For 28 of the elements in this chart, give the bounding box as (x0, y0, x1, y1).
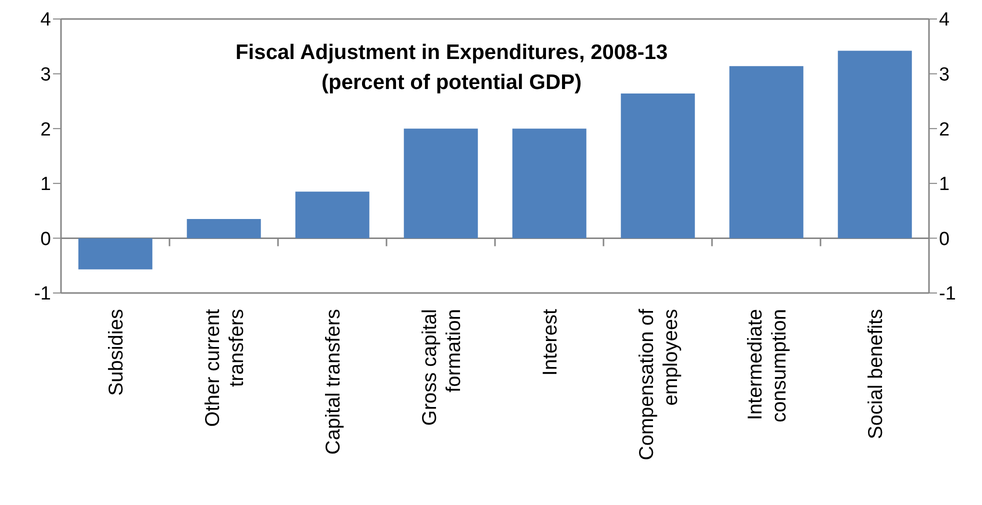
y-tick-label: 1 (40, 174, 51, 196)
bar (512, 128, 586, 238)
y2-tick-label: 4 (939, 10, 950, 31)
x-tick-label: Capital transfers (322, 309, 344, 455)
y-tick-label: -1 (34, 284, 51, 305)
y-tick-label: 2 (40, 119, 51, 140)
y-tick-label: 4 (40, 10, 52, 31)
x-tick-label: Gross capital formation (418, 309, 465, 426)
x-tick-label: Subsidies (105, 309, 128, 396)
bar (620, 94, 695, 238)
bar (186, 219, 261, 238)
bar (729, 66, 804, 238)
x-tick-label: Interest (539, 308, 562, 376)
bar (838, 50, 912, 238)
x-tick-label: Other current transfers (202, 308, 248, 427)
y2-tick-label: 2 (939, 119, 950, 140)
x-tick-label: Compensation of employees (636, 308, 682, 460)
y-tick-label: 3 (40, 64, 51, 86)
text: Fiscal Adjustment in Expenditures, 2008-13 (percent of potential GDP) (236, 41, 668, 94)
x-tick-label: Social benefits (864, 309, 887, 440)
bar (404, 128, 478, 238)
bar (295, 192, 370, 238)
bar (78, 238, 152, 270)
y-tick-label: 0 (40, 228, 51, 250)
y2-tick-label: 1 (939, 174, 950, 196)
y2-tick-label: 0 (939, 228, 950, 250)
y2-tick-label: -1 (939, 284, 956, 305)
y2-tick-label: 3 (939, 64, 950, 86)
